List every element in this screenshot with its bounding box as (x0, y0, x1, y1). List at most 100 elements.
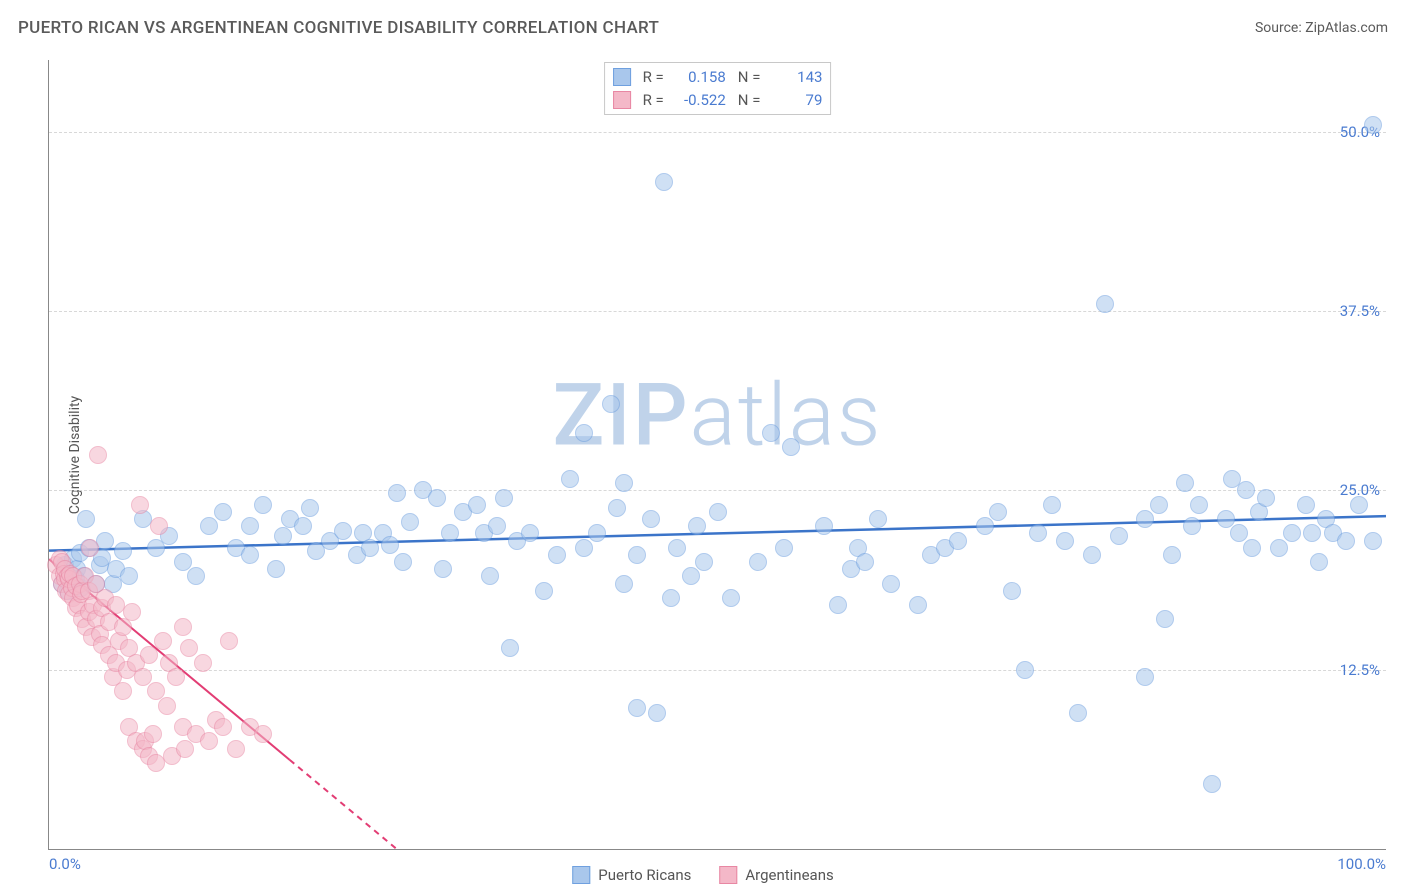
source-label: Source: (1255, 20, 1305, 36)
data-point (241, 546, 259, 564)
data-point (869, 510, 887, 528)
source-link[interactable]: ZipAtlas.com (1305, 20, 1388, 36)
data-point (1003, 582, 1021, 600)
data-point (334, 522, 352, 540)
legend-item: Argentineans (719, 866, 833, 884)
data-point (662, 589, 680, 607)
data-point (174, 553, 192, 571)
data-point (154, 632, 172, 650)
data-point (1270, 539, 1288, 557)
data-point (361, 539, 379, 557)
data-point (615, 575, 633, 593)
n-value: 143 (772, 66, 822, 89)
data-point (481, 567, 499, 585)
data-point (1150, 496, 1168, 514)
data-point (642, 510, 660, 528)
data-point (655, 173, 673, 191)
data-point (114, 682, 132, 700)
data-point (682, 567, 700, 585)
data-point (220, 632, 238, 650)
data-point (1350, 496, 1368, 514)
data-point (1183, 517, 1201, 535)
legend-label: Argentineans (745, 866, 833, 884)
data-point (81, 539, 99, 557)
r-value: 0.158 (676, 66, 726, 89)
data-point (1156, 610, 1174, 628)
data-point (131, 496, 149, 514)
data-point (1069, 704, 1087, 722)
data-point (561, 470, 579, 488)
data-point (388, 484, 406, 502)
data-point (158, 697, 176, 715)
data-point (749, 553, 767, 571)
data-point (120, 567, 138, 585)
data-point (301, 499, 319, 517)
chart-title: PUERTO RICAN VS ARGENTINEAN COGNITIVE DI… (18, 18, 659, 38)
data-point (1310, 553, 1328, 571)
data-point (200, 517, 218, 535)
data-point (575, 539, 593, 557)
data-point (535, 582, 553, 600)
data-point (856, 553, 874, 571)
stats-row: R =-0.522N =79 (613, 89, 823, 112)
data-point (394, 553, 412, 571)
data-point (1016, 661, 1034, 679)
series-swatch (613, 68, 631, 86)
data-point (688, 517, 706, 535)
data-point (254, 725, 272, 743)
data-point (495, 489, 513, 507)
data-point (194, 654, 212, 672)
legend-label: Puerto Ricans (598, 866, 691, 884)
y-tick-label: 37.5% (1340, 302, 1380, 320)
data-point (441, 524, 459, 542)
data-point (976, 517, 994, 535)
chart-legend: Puerto Ricans Argentineans (572, 866, 833, 884)
data-point (989, 503, 1007, 521)
data-point (123, 603, 141, 621)
scatter-plot: ZIPatlas R =0.158N =143R =-0.522N =79 12… (48, 60, 1386, 850)
data-point (548, 546, 566, 564)
data-point (381, 536, 399, 554)
data-point (648, 704, 666, 722)
data-point (140, 646, 158, 664)
data-point (575, 424, 593, 442)
data-point (588, 524, 606, 542)
data-point (1297, 496, 1315, 514)
gridline (49, 311, 1386, 312)
data-point (815, 517, 833, 535)
data-point (695, 553, 713, 571)
data-point (214, 718, 232, 736)
gridline (49, 132, 1386, 133)
legend-item: Puerto Ricans (572, 866, 691, 884)
n-value: 79 (772, 89, 822, 112)
data-point (1056, 532, 1074, 550)
data-point (1110, 527, 1128, 545)
data-point (501, 639, 519, 657)
data-point (144, 725, 162, 743)
data-point (909, 596, 927, 614)
data-point (1083, 546, 1101, 564)
data-point (949, 532, 967, 550)
data-point (114, 542, 132, 560)
data-point (1230, 524, 1248, 542)
n-label: N = (738, 89, 761, 112)
stats-row: R =0.158N =143 (613, 66, 823, 89)
x-tick-label: 100.0% (1337, 855, 1386, 873)
legend-swatch (719, 866, 737, 884)
data-point (401, 513, 419, 531)
data-point (1337, 532, 1355, 550)
y-tick-label: 12.5% (1340, 661, 1380, 679)
data-point (615, 474, 633, 492)
gridline (49, 670, 1386, 671)
data-point (1043, 496, 1061, 514)
data-point (1136, 510, 1154, 528)
data-point (428, 489, 446, 507)
data-point (1029, 524, 1047, 542)
data-point (200, 732, 218, 750)
data-point (628, 546, 646, 564)
data-point (1364, 116, 1382, 134)
data-point (882, 575, 900, 593)
data-point (174, 618, 192, 636)
data-point (267, 560, 285, 578)
data-point (521, 524, 539, 542)
